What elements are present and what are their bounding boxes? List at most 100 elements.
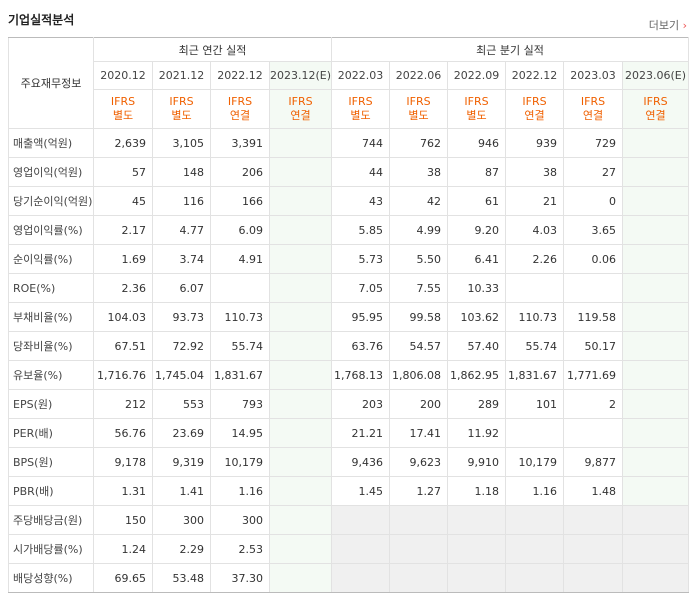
- cell: 23.69: [152, 418, 211, 448]
- data-row: 순이익률(%) 1.69 3.74 4.91 5.73 5.50 6.41 2.26 0.06: [8, 244, 690, 274]
- cell: [622, 215, 690, 245]
- cell: 1.27: [389, 476, 449, 506]
- cell: 45: [93, 186, 153, 216]
- cell: 212: [93, 389, 153, 419]
- period-header: 2022.09: [447, 61, 507, 90]
- cell: 10,179: [210, 447, 270, 477]
- cell: [210, 273, 270, 303]
- cell: 200: [389, 389, 449, 419]
- cell: [622, 186, 690, 216]
- cell: 9,319: [152, 447, 211, 477]
- data-row: 영업이익(억원) 57 148 206 44 38 87 38 27: [8, 157, 690, 187]
- data-row: PBR(배) 1.31 1.41 1.16 1.45 1.27 1.18 1.16 1.48: [8, 476, 690, 506]
- more-link[interactable]: 더보기: [649, 17, 687, 33]
- cell: 10.33: [447, 273, 507, 303]
- cell: [389, 563, 449, 593]
- cell: [563, 505, 624, 535]
- accounting-row: IFRS 별도 IFRS 별도 IFRS 연결 IFRS 연결 IFRS 별도 IFRS 별도 IFRS…: [9, 89, 690, 129]
- cell: 1.48: [563, 476, 624, 506]
- cell: 1.31: [93, 476, 153, 506]
- cell: [622, 563, 690, 593]
- cell: [268, 447, 333, 477]
- cell: 37.30: [210, 563, 270, 593]
- cell: 4.03: [505, 215, 565, 245]
- cell: [447, 534, 507, 564]
- cell: [622, 447, 690, 477]
- cell: 166: [210, 186, 270, 216]
- row-label: 당기순이익(억원): [8, 186, 94, 216]
- accounting-text: IFRS: [348, 95, 373, 108]
- cell: 57: [93, 157, 153, 187]
- cell: 1,768.13: [331, 360, 391, 390]
- cell: 9,877: [563, 447, 624, 477]
- cell: [505, 505, 565, 535]
- cell: 42: [389, 186, 449, 216]
- period-row: 2020.12 2021.12 2022.12 2023.12(E) 2022.03 20…: [9, 61, 690, 90]
- cell: 103.62: [447, 302, 507, 332]
- row-label: 시가배당률(%): [8, 534, 94, 564]
- cell: 53.48: [152, 563, 211, 593]
- cell: [268, 128, 333, 158]
- cell: 17.41: [389, 418, 449, 448]
- cell: [447, 505, 507, 535]
- section-title: 기업실적분석: [8, 13, 75, 27]
- cell: [389, 505, 449, 535]
- cell: 4.77: [152, 215, 211, 245]
- cell: [268, 244, 333, 274]
- cell: 1.45: [331, 476, 391, 506]
- cell: 3.74: [152, 244, 211, 274]
- cell: 38: [389, 157, 449, 187]
- header-row: 주요재무정보 최근 연간 실적 최근 분기 실적: [8, 37, 690, 129]
- cell: [505, 563, 565, 593]
- accounting-header: IFRS 연결: [563, 89, 624, 129]
- accounting-header: IFRS 연결: [210, 89, 270, 129]
- data-row: 시가배당률(%) 1.24 2.29 2.53: [8, 534, 690, 564]
- cell: 116: [152, 186, 211, 216]
- cell: 939: [505, 128, 565, 158]
- data-row: 배당성향(%) 69.65 53.48 37.30: [8, 563, 690, 593]
- group-header: 최근 연간 실적: [92, 37, 333, 62]
- accounting-text: 연결: [229, 109, 251, 122]
- cell: 553: [152, 389, 211, 419]
- cell: [563, 534, 624, 564]
- cell: [331, 563, 391, 593]
- cell: 6.07: [152, 273, 211, 303]
- period-header: 2023.03: [563, 61, 624, 90]
- period-header: 2022.12: [210, 61, 270, 90]
- cell: 1.18: [447, 476, 507, 506]
- row-label: 순이익률(%): [8, 244, 94, 274]
- cell: [622, 360, 690, 390]
- cell: 9,436: [331, 447, 391, 477]
- cell: 3.65: [563, 215, 624, 245]
- cell: [563, 418, 624, 448]
- cell: 3,391: [210, 128, 270, 158]
- accounting-header: IFRS 별도: [389, 89, 449, 129]
- cell: 2.17: [93, 215, 153, 245]
- data-row: BPS(원) 9,178 9,319 10,179 9,436 9,623 9,910 10,…: [8, 447, 690, 477]
- data-row: 당기순이익(억원) 45 116 166 43 42 61 21 0: [8, 186, 690, 216]
- cell: 61: [447, 186, 507, 216]
- cell: [268, 360, 333, 390]
- cell: 110.73: [505, 302, 565, 332]
- data-row: PER(배) 56.76 23.69 14.95 21.21 17.41 11.92: [8, 418, 690, 448]
- cell: [505, 534, 565, 564]
- financial-table: 주요재무정보 최근 연간 실적 최근 분기 실적 2020.12 2021.12 2022…: [8, 37, 690, 593]
- accounting-text: 연결: [290, 109, 311, 122]
- cell: 2.29: [152, 534, 211, 564]
- accounting-text: IFRS: [169, 95, 194, 108]
- cell: 4.99: [389, 215, 449, 245]
- cell: [622, 157, 690, 187]
- accounting-header: IFRS 별도: [447, 89, 507, 129]
- period-header: 2022.12: [505, 61, 565, 90]
- cell: [268, 157, 333, 187]
- cell: [268, 534, 333, 564]
- accounting-text: 별도: [466, 109, 487, 122]
- cell: 119.58: [563, 302, 624, 332]
- accounting-text: 별도: [171, 109, 192, 122]
- cell: 99.58: [389, 302, 449, 332]
- period-header: 2023.06(E): [622, 61, 690, 90]
- cell: 67.51: [93, 331, 153, 361]
- row-label: 배당성향(%): [8, 563, 94, 593]
- cell: [268, 563, 333, 593]
- cell: 101: [505, 389, 565, 419]
